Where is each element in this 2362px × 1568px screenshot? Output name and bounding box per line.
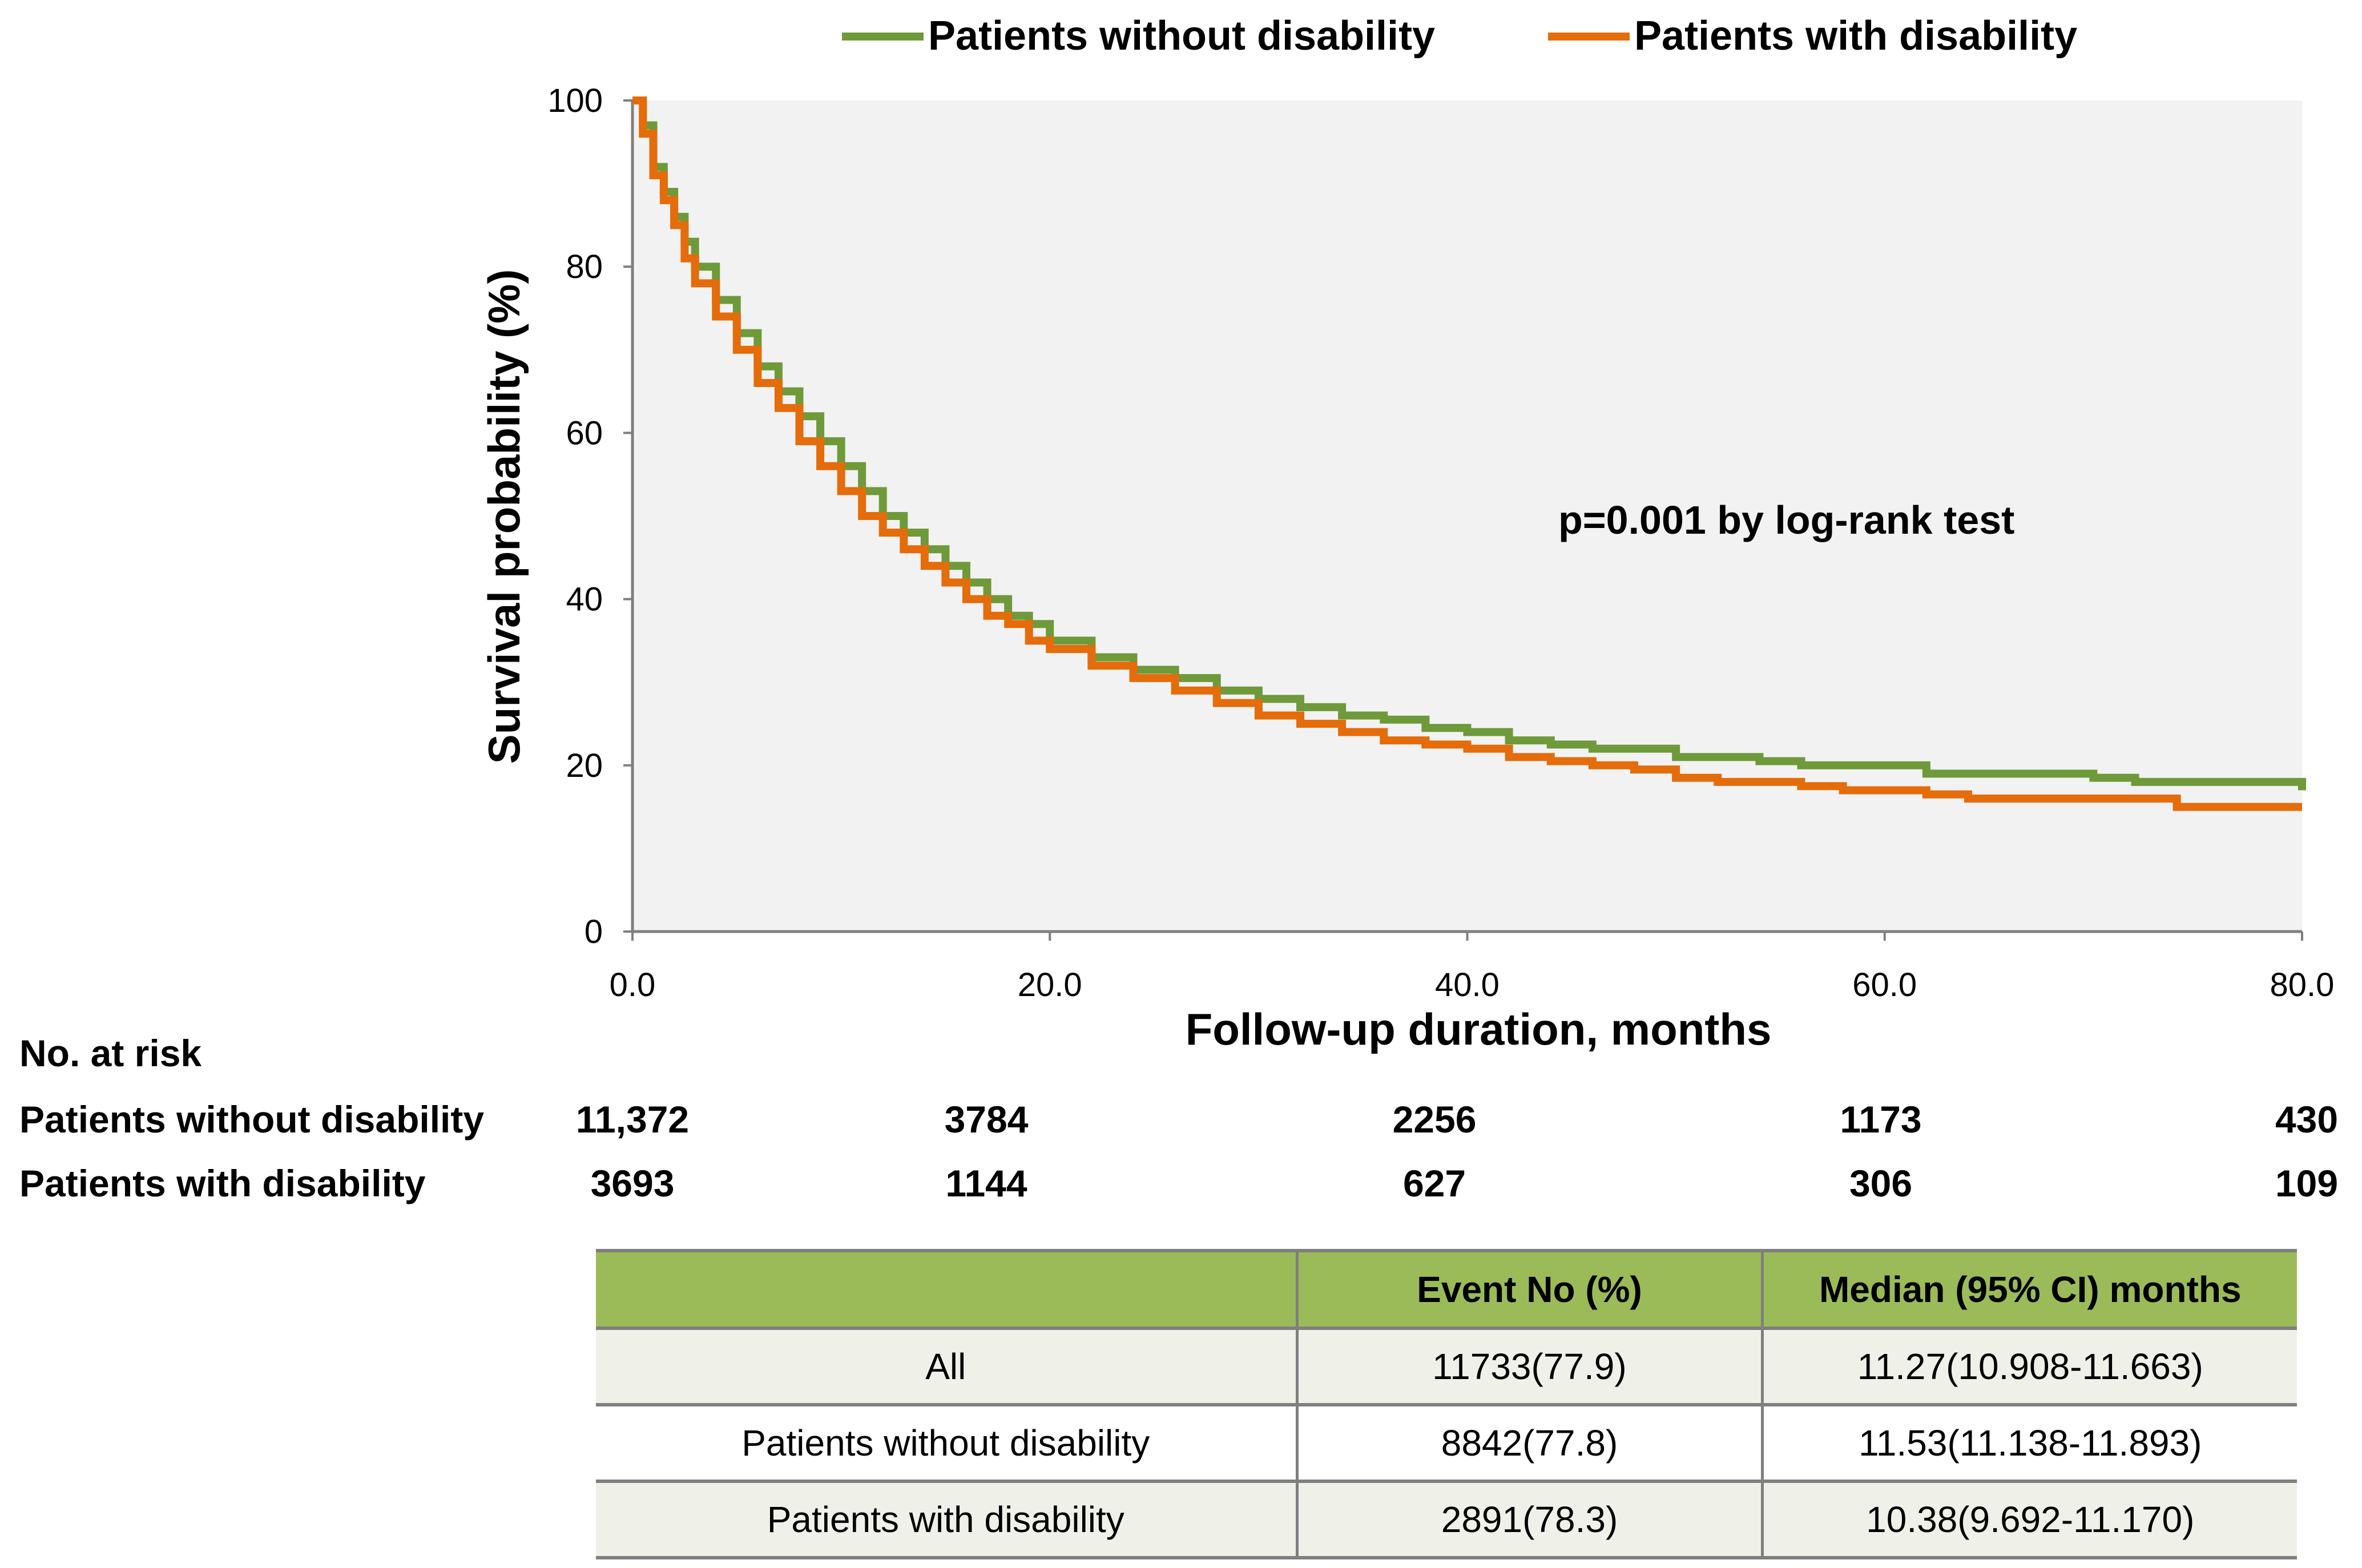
y-axis-title: Survival probability (%) [479, 269, 529, 764]
table-row: Patients with disability 2891(78.3) 10.3… [596, 1481, 2297, 1559]
y-tick-label: 60 [566, 414, 603, 452]
series-line-with-disability [632, 96, 2302, 811]
table-cell: 11733(77.9) [1295, 1328, 1762, 1406]
logrank-annotation: p=0.001 by log-rank test [1558, 498, 2014, 542]
plot-area [632, 100, 2302, 932]
summary-header-row: Event No (%) Median (95% CI) months [596, 1249, 2297, 1330]
risk-value: 2256 [1392, 1098, 1477, 1140]
risk-value: 1173 [1840, 1098, 1922, 1140]
survival-curves [632, 96, 2306, 811]
y-tick-label: 0 [585, 913, 603, 950]
table-cell: 11.53(11.138-11.893) [1760, 1405, 2297, 1483]
y-tick-label: 100 [547, 82, 603, 119]
table-row: All 11733(77.9) 11.27(10.908-11.663) [596, 1328, 2297, 1406]
x-tick-label: 20.0 [1018, 966, 1082, 1003]
risk-row-label-with: Patients with disability [19, 1162, 426, 1204]
legend: Patients without disability Patients wit… [842, 13, 2077, 59]
risk-value: 3784 [944, 1098, 1029, 1140]
x-tick-label: 60.0 [1852, 966, 1917, 1003]
table-cell: All [596, 1328, 1297, 1406]
legend-label-with: Patients with disability [1634, 13, 2077, 59]
survival-chart: Patients without disability Patients wit… [479, 13, 2335, 1054]
legend-label-without: Patients without disability [928, 13, 1435, 59]
table-row: Patients without disability 8842(77.8) 1… [596, 1405, 2297, 1483]
y-tick-label: 80 [566, 248, 603, 285]
x-tick-label: 40.0 [1435, 966, 1500, 1003]
x-tick-label: 80.0 [2270, 966, 2335, 1003]
risk-value: 109 [2275, 1162, 2339, 1204]
risk-value: 627 [1402, 1162, 1466, 1204]
risk-value: 430 [2275, 1098, 2339, 1140]
risk-value: 1144 [945, 1162, 1027, 1204]
x-axis-title: Follow-up duration, months [1186, 1004, 1772, 1054]
x-tick-label: 0.0 [610, 966, 656, 1003]
risk-value: 3693 [590, 1162, 675, 1204]
table-cell: 10.38(9.692-11.170) [1760, 1481, 2297, 1559]
risk-value: 11,372 [575, 1098, 690, 1140]
y-tick-label: 20 [566, 747, 603, 784]
risk-row-label-without: Patients without disability [19, 1098, 485, 1140]
table-cell: 11.27(10.908-11.663) [1760, 1328, 2297, 1406]
risk-value: 306 [1849, 1162, 1913, 1204]
summary-table: Event No (%) Median (95% CI) months All … [596, 1249, 2297, 1559]
table-cell: Patients with disability [596, 1481, 1297, 1559]
summary-header-cell: Event No (%) [1295, 1249, 1762, 1330]
summary-header-cell [596, 1249, 1297, 1330]
x-axis: 0.0 20.0 40.0 60.0 80.0 [610, 932, 2335, 1003]
table-cell: 8842(77.8) [1295, 1405, 1762, 1483]
table-cell: 2891(78.3) [1295, 1481, 1762, 1559]
risk-table-title: No. at risk [19, 1032, 202, 1074]
y-axis: 0 20 40 60 80 100 [547, 82, 632, 950]
y-tick-label: 40 [566, 581, 603, 618]
summary-header-cell: Median (95% CI) months [1760, 1249, 2297, 1330]
table-cell: Patients without disability [596, 1405, 1297, 1483]
